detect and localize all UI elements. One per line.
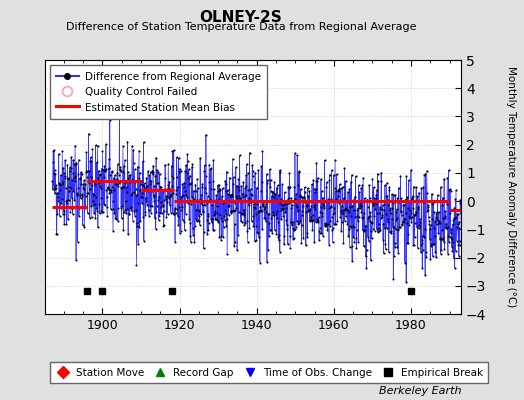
Legend: Station Move, Record Gap, Time of Obs. Change, Empirical Break: Station Move, Record Gap, Time of Obs. C… [50, 362, 488, 383]
Text: OLNEY-2S: OLNEY-2S [200, 10, 282, 25]
Text: Difference of Station Temperature Data from Regional Average: Difference of Station Temperature Data f… [66, 22, 416, 32]
Text: Berkeley Earth: Berkeley Earth [379, 386, 461, 396]
Y-axis label: Monthly Temperature Anomaly Difference (°C): Monthly Temperature Anomaly Difference (… [506, 66, 516, 308]
